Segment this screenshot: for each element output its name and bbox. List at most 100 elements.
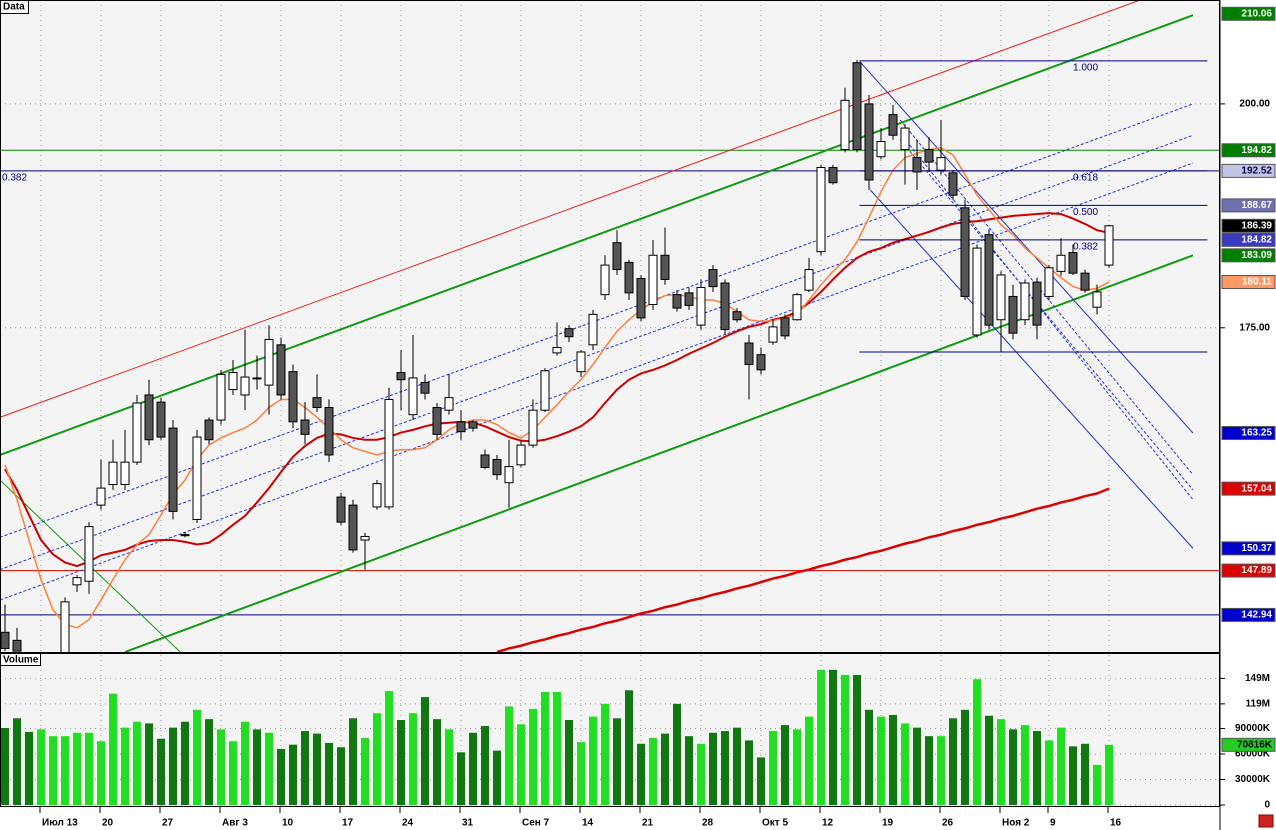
candle-body xyxy=(1008,295,1018,334)
candle-body xyxy=(564,328,574,338)
candle-body xyxy=(576,351,586,373)
candle-body xyxy=(288,371,298,423)
candle-body xyxy=(0,631,10,649)
volume-bar xyxy=(553,691,561,805)
y-tick-label: 175.00 xyxy=(1239,322,1270,333)
y-tick-label: 0 xyxy=(1264,800,1270,811)
volume-bar xyxy=(1045,740,1053,805)
candle-body xyxy=(348,504,358,551)
volume-bar xyxy=(541,691,549,805)
candle-body xyxy=(180,534,190,537)
candle-body xyxy=(276,344,286,396)
candle-body xyxy=(708,269,718,288)
candle-body xyxy=(324,407,334,456)
candle-body xyxy=(432,407,442,435)
volume-bar xyxy=(529,708,537,805)
candle-body xyxy=(720,282,730,331)
volume-bar xyxy=(673,703,681,805)
volume-bar xyxy=(433,719,441,805)
candle-body xyxy=(1092,291,1102,308)
fib-label: 0.500 xyxy=(1073,207,1098,218)
candle-body xyxy=(384,398,394,508)
volume-bar xyxy=(493,750,501,805)
price-marker xyxy=(1221,218,1276,233)
candle-body xyxy=(552,346,562,354)
volume-bar xyxy=(733,727,741,805)
candle-body xyxy=(1080,272,1090,291)
candle-body xyxy=(768,326,778,343)
y-tick-label: 60000K xyxy=(1235,749,1271,760)
volume-bar xyxy=(49,736,57,805)
price-marker xyxy=(1221,541,1276,556)
volume-bar xyxy=(1081,743,1089,805)
price-marker-label: 70816K xyxy=(1237,739,1273,750)
x-tick-label: 12 xyxy=(822,818,834,829)
volume-bar xyxy=(817,669,825,805)
volume-bar xyxy=(85,732,93,805)
price-marker xyxy=(1221,163,1276,178)
candle-body xyxy=(684,292,694,306)
y-tick-label: 90000K xyxy=(1235,723,1271,734)
volume-bar xyxy=(133,721,141,805)
fib-label: 0.382 xyxy=(1073,241,1098,252)
volume-bar xyxy=(37,729,45,805)
volume-bar xyxy=(517,724,525,805)
candle-body xyxy=(948,172,958,196)
price-marker-label: 186.39 xyxy=(1241,220,1272,231)
candle-body xyxy=(696,286,706,326)
volume-bar xyxy=(973,679,981,805)
price-marker xyxy=(1221,426,1276,441)
volume-bar xyxy=(241,721,249,805)
price-marker-label: 210.06 xyxy=(1241,8,1272,19)
candle-body xyxy=(780,317,790,337)
candle-body xyxy=(228,372,238,391)
price-marker xyxy=(1221,143,1276,158)
volume-bar xyxy=(205,719,213,805)
volume-bar xyxy=(577,742,585,805)
volume-bar xyxy=(805,716,813,805)
volume-bar xyxy=(829,669,837,805)
volume-bar xyxy=(1069,746,1077,805)
volume-bar xyxy=(721,731,729,805)
candle-body xyxy=(156,401,166,438)
x-tick-label: Сен 7 xyxy=(522,818,550,829)
candle-body xyxy=(936,157,946,171)
candle-body xyxy=(300,419,310,435)
volume-bar xyxy=(649,737,657,805)
volume-bar xyxy=(949,718,957,805)
y-tick-label: 119M xyxy=(1246,699,1270,710)
x-tick-label: Ноя 2 xyxy=(1002,818,1030,829)
corner-button[interactable] xyxy=(1258,814,1274,828)
volume-bar xyxy=(613,718,621,805)
price-marker-label: 183.09 xyxy=(1241,250,1272,261)
candle-body xyxy=(972,247,982,336)
volume-bar xyxy=(1,728,9,805)
x-tick-label: 19 xyxy=(882,818,894,829)
volume-bar xyxy=(1009,729,1017,805)
price-marker-label: 157.04 xyxy=(1241,483,1272,494)
candle-body xyxy=(912,157,922,173)
volume-bar xyxy=(277,748,285,805)
x-tick-label: 16 xyxy=(1110,818,1122,829)
volume-bar xyxy=(217,729,225,805)
candle-body xyxy=(636,278,646,319)
volume-bar xyxy=(469,732,477,805)
candle-body xyxy=(756,354,766,371)
volume-title: Volume xyxy=(3,655,39,666)
axes: Июл 13 20 27 Авг 3 10 17 24 31 Сен 7 14 21 28 Окт 5 1… xyxy=(39,6,1276,829)
x-tick-label: 28 xyxy=(702,818,714,829)
candle-body xyxy=(852,62,862,151)
candle-body xyxy=(660,254,670,280)
x-tick-label: Июл 13 xyxy=(42,818,78,829)
price-marker-label: 192.52 xyxy=(1241,166,1272,177)
trend-line xyxy=(0,14,1194,456)
volume-bar xyxy=(289,744,297,805)
volume-bar xyxy=(769,731,777,805)
price-plot: 0.382 1.000 0.618 0.500 0.382 xyxy=(0,0,1220,652)
candle-body xyxy=(924,149,934,163)
candle-body xyxy=(168,427,178,512)
y-tick-label: 149M xyxy=(1245,673,1270,684)
moving-average xyxy=(4,212,1110,568)
moving-average xyxy=(496,487,1110,652)
price-marker xyxy=(1221,737,1276,752)
